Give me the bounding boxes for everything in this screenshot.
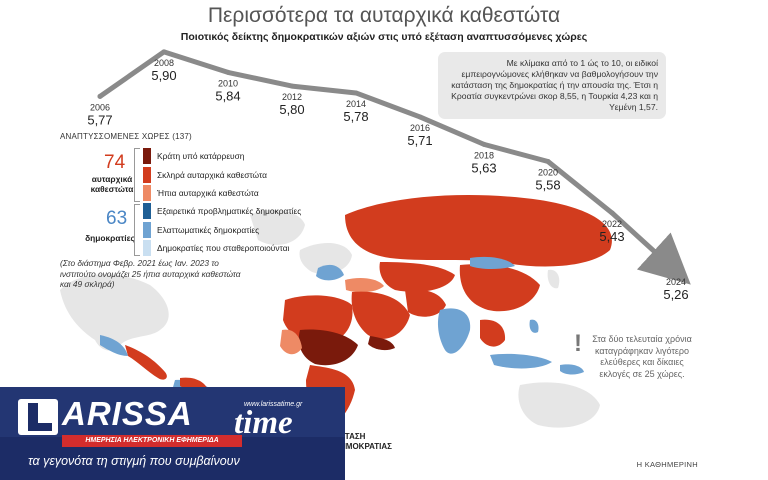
map-north-america: [60, 274, 169, 351]
data-point: [609, 210, 615, 216]
legend-heading: ΑΝΑΠΤΥΣΣΟΜΕΝΕΣ ΧΩΡΕΣ (137): [60, 132, 192, 141]
data-label: 5,77: [87, 112, 112, 127]
data-label: 5,78: [343, 109, 368, 124]
autocracies-label: αυταρχικά καθεστώτα: [90, 174, 134, 194]
data-point: [225, 69, 231, 75]
data-label: 5,71: [407, 133, 432, 148]
legend-label: Ήπια αυταρχικά καθεστώτα: [157, 187, 259, 198]
data-point: [289, 83, 295, 89]
map-japan: [547, 269, 560, 289]
map-greenland: [250, 209, 305, 245]
data-point: [353, 90, 359, 96]
autocracies-count: 74: [104, 152, 126, 173]
data-point: [161, 49, 167, 55]
map-central-asia: [379, 262, 455, 292]
map-caption-line2: ΗΜΟΚΡΑΤΙΑΣ: [340, 442, 392, 451]
elections-callout: Στα δύο τελευταία χρόνια καταγράφηκαν λι…: [592, 334, 692, 379]
map-china: [459, 264, 540, 312]
chart-title: Περισσότερα τα αυταρχικά καθεστώτα: [207, 4, 561, 27]
logo-time: time: [234, 405, 293, 441]
legend-swatch: [143, 184, 151, 201]
x-tick-label: 2006: [90, 102, 110, 112]
logo-url: www.larissatime.gr: [244, 401, 303, 408]
x-tick-label: 2012: [282, 92, 302, 102]
map-papua: [560, 364, 584, 375]
legend-swatch: [143, 240, 151, 257]
data-point: [97, 93, 103, 99]
trend-line: [97, 49, 691, 285]
legend-swatch: [143, 203, 151, 220]
legend-label: Σκληρά αυταρχικά καθεστώτα: [157, 169, 267, 180]
source-credit: Η ΚΑΘΗΜΕΡΙΝΗ: [636, 460, 698, 469]
data-label: 5,43: [599, 229, 624, 244]
map-southeast-asia: [480, 319, 506, 347]
legend-label: Κράτη υπό κατάρρευση: [157, 151, 245, 162]
data-label: 5,90: [151, 68, 176, 83]
map-europe: [299, 243, 352, 275]
map-philippines: [529, 319, 539, 333]
legend-swatch: [143, 166, 151, 183]
map-iran: [405, 289, 446, 317]
legend-swatch: [143, 148, 151, 165]
map-russia: [345, 195, 612, 267]
x-tick-label: 2024: [666, 277, 686, 287]
map-west-africa: [280, 329, 302, 355]
map-sahel: [298, 329, 358, 366]
data-label: 5,80: [279, 102, 304, 117]
larissatime-banner[interactable]: ARISSA www.larissatime.gr time ΗΜΕΡΗΣΙΑ …: [0, 387, 345, 480]
map-indonesia: [490, 353, 552, 369]
logo-l-icon: [18, 399, 58, 435]
x-tick-label: 2008: [154, 58, 174, 68]
legend-label: Εξαιρετικά προβληματικές δημοκρατίες: [157, 206, 302, 217]
data-label: 5,84: [215, 88, 240, 103]
x-tick-label: 2016: [410, 123, 430, 133]
banner-tagline: τα γεγονότα τη στιγμή που συμβαίνουν: [28, 454, 240, 468]
legend-swatch: [143, 221, 151, 238]
logo-wordmark: ARISSA: [62, 395, 193, 432]
map-mexico: [100, 335, 128, 356]
map-caption-fragment: ΣΤΑΣΗ ΗΜΟΚΡΑΤΙΑΣ: [340, 432, 392, 452]
map-balkans: [316, 264, 344, 281]
data-point: [417, 114, 423, 120]
data-label: 5,26: [663, 287, 688, 302]
map-india: [437, 308, 471, 354]
x-tick-label: 2018: [474, 150, 494, 160]
autocracies-bracket: [134, 148, 140, 202]
data-point: [673, 268, 679, 274]
map-central-america: [125, 345, 167, 380]
data-label: 5,63: [471, 160, 496, 175]
logo-strap: ΗΜΕΡΗΣΙΑ ΗΛΕΚΤΡΟΝΙΚΗ ΕΦΗΜΕΡΙΔΑ: [62, 435, 242, 447]
exclamation-icon: !: [574, 330, 582, 357]
x-tick-label: 2010: [218, 78, 238, 88]
democracies-count: 63: [106, 208, 128, 229]
chart-subtitle: Ποιοτικός δείκτης δημοκρατικών αξιών στι…: [180, 31, 588, 43]
map-mongolia: [470, 256, 515, 269]
map-middle-east: [351, 291, 410, 339]
x-tick-label: 2022: [602, 219, 622, 229]
legend-item: Δημοκρατίες που σταθεροποιούνται: [143, 239, 301, 257]
data-label: 5,58: [535, 178, 560, 193]
legend-item: Ήπια αυταρχικά καθεστώτα: [143, 184, 301, 202]
democracies-label: δημοκρατίες: [85, 233, 135, 243]
legend-item: Ελαττωματικές δημοκρατίες: [143, 221, 301, 239]
data-point: [545, 159, 551, 164]
legend: Κράτη υπό κατάρρευση Σκληρά αυταρχικά καθ…: [143, 147, 301, 257]
map-turkey: [345, 278, 384, 293]
x-tick-label: 2020: [538, 168, 558, 178]
map-australia: [518, 382, 600, 428]
period-note: (Στο διάστημα Φεβρ. 2021 έως Ιαν. 2023 τ…: [60, 258, 241, 289]
methodology-note: Με κλίμακα από το 1 ώς το 10, οι ειδικοί…: [438, 52, 666, 119]
legend-label: Ελαττωματικές δημοκρατίες: [157, 224, 260, 235]
map-caption-line1: ΣΤΑΣΗ: [340, 432, 366, 441]
legend-item: Κράτη υπό κατάρρευση: [143, 147, 301, 165]
map-yemen: [368, 336, 395, 351]
x-tick-label: 2014: [346, 99, 366, 109]
democracies-bracket: [134, 204, 140, 256]
legend-item: Εξαιρετικά προβληματικές δημοκρατίες: [143, 202, 301, 220]
legend-item: Σκληρά αυταρχικά καθεστώτα: [143, 165, 301, 183]
data-point: [481, 141, 487, 147]
legend-label: Δημοκρατίες που σταθεροποιούνται: [157, 243, 290, 254]
